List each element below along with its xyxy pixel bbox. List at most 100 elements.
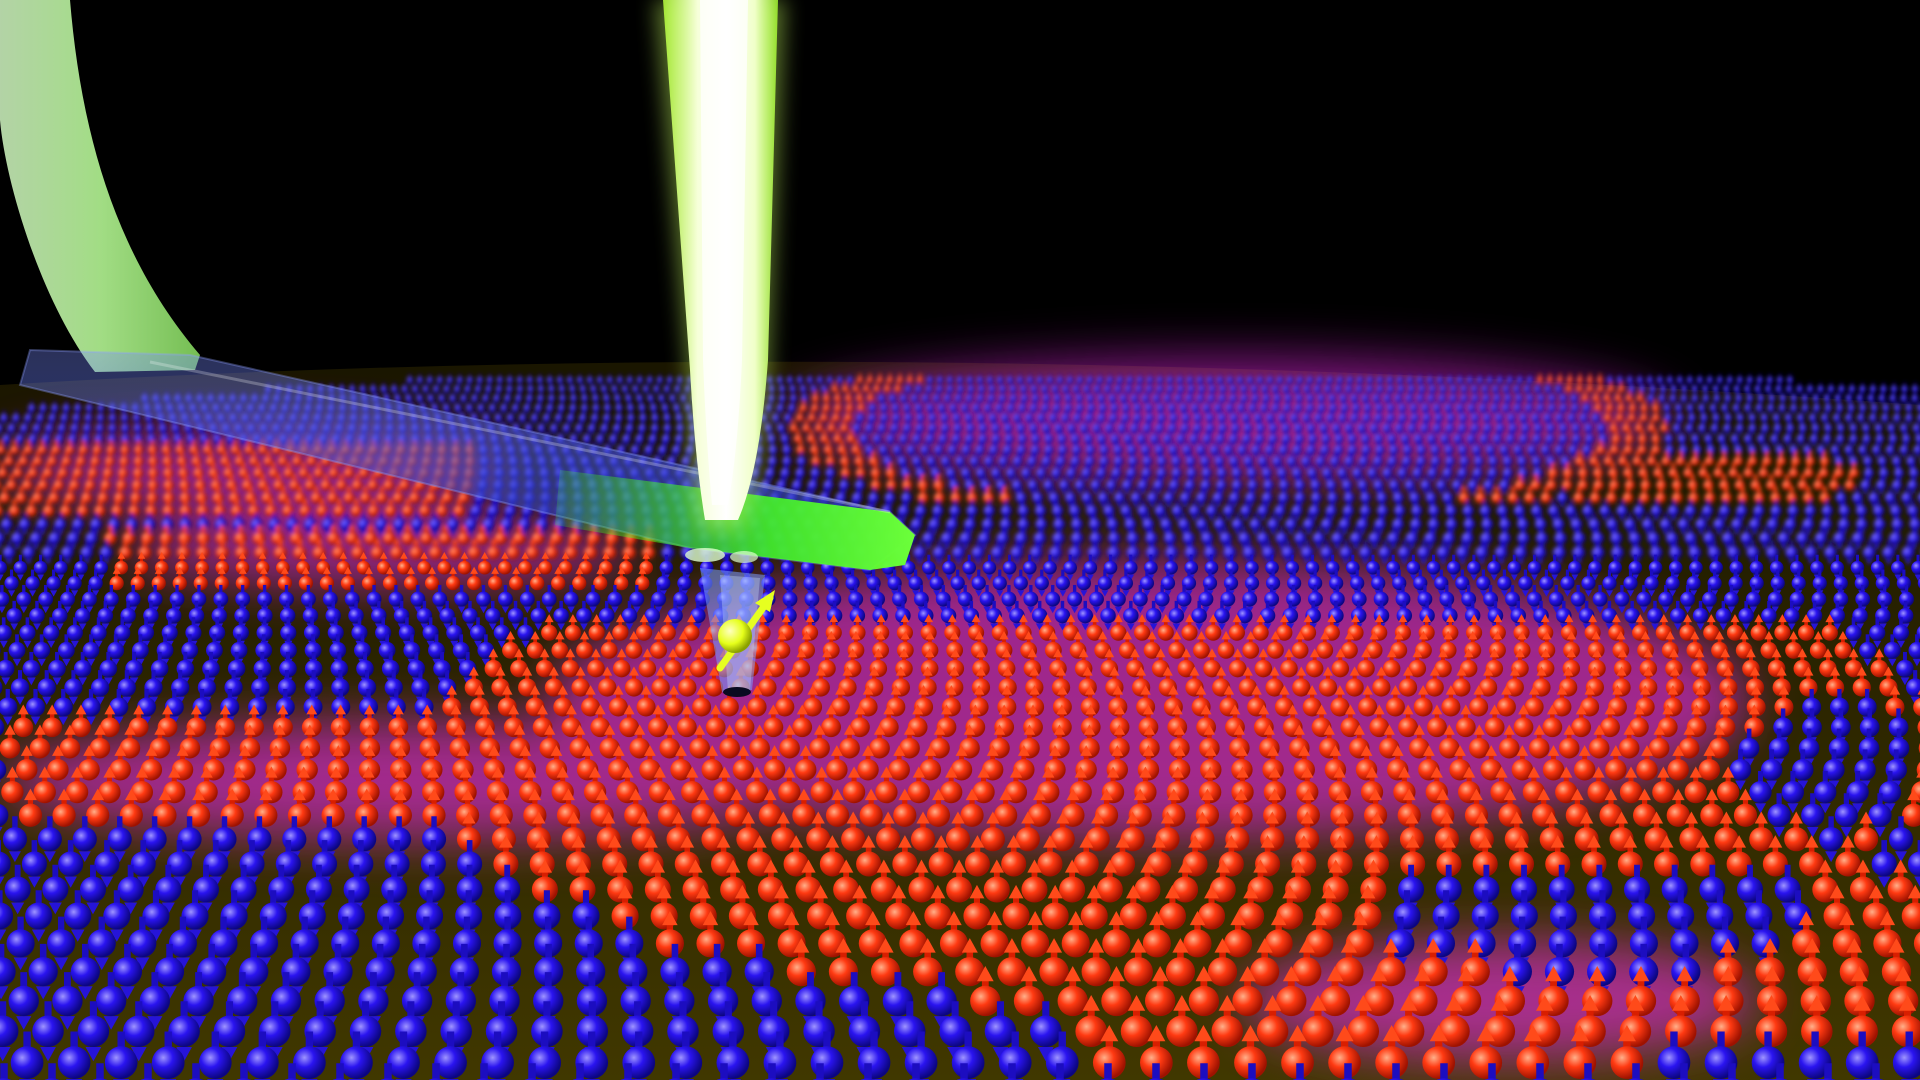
spin-down-atom [1260,400,1268,416]
spin-down-atom [888,391,897,406]
spin-up-atom [896,372,904,384]
spin-up-atom [1640,399,1648,412]
spin-down-atom [779,391,787,406]
spin-down-atom [986,373,994,387]
spin-up-atom [811,390,820,402]
spin-down-atom [1242,410,1250,426]
spin-down-atom [983,400,992,416]
spin-down-atom [1009,391,1017,406]
spin-down-atom [1859,400,1867,416]
spin-down-atom [422,382,430,396]
spin-down-atom [1649,382,1657,396]
spin-up-atom [808,408,816,422]
spin-down-atom [1471,382,1478,396]
spin-down-atom [978,382,986,396]
spin-up-atom [883,381,891,393]
spin-down-atom [649,400,658,416]
spin-up-atom [799,399,808,412]
spin-up-atom [1546,372,1554,384]
spin-down-atom [789,391,798,406]
spin-down-atom [590,410,599,426]
spin-down-atom [1433,400,1441,416]
spin-down-atom [995,400,1003,416]
spin-down-atom [48,410,57,426]
spin-down-atom [1025,410,1033,426]
spin-down-atom [590,382,597,396]
spin-down-atom [1416,373,1424,387]
spin-down-atom [1306,400,1314,416]
spin-down-atom [542,410,551,426]
spin-down-atom [892,410,901,426]
spin-down-atom [669,391,677,406]
spin-down-atom [494,410,503,426]
spin-down-atom [1064,400,1073,416]
spin-down-atom [1449,391,1457,406]
spin-down-atom [1626,373,1634,387]
spin-up-atom [856,372,864,384]
spin-down-atom [1766,373,1774,387]
spin-down-atom [1681,382,1688,396]
spin-down-atom [1544,382,1552,396]
spin-up-atom [1556,372,1564,384]
spin-down-atom [1691,382,1699,396]
spin-down-atom [1334,382,1342,396]
spin-down-atom [465,400,474,416]
spin-down-atom [1775,382,1783,396]
spin-down-atom [1856,391,1864,406]
spin-down-atom [1847,400,1856,416]
spin-down-atom [1536,400,1545,416]
spin-down-atom [1466,373,1474,387]
spin-down-atom [1834,391,1842,406]
spin-down-atom [925,382,933,396]
spin-down-atom [493,391,501,406]
spin-down-atom [1721,400,1729,416]
spin-down-atom [1185,391,1193,406]
spin-down-atom [1812,391,1820,406]
spin-down-atom [1099,400,1107,416]
spin-down-atom [1394,391,1402,406]
spin-down-atom [516,382,524,396]
spin-down-atom [1776,373,1784,387]
spin-down-atom [1397,382,1405,396]
spin-down-atom [976,373,984,387]
spin-down-atom [949,400,957,416]
spin-down-atom [523,400,531,416]
spin-down-atom [943,391,952,406]
spin-down-atom [406,373,414,387]
spin-down-atom [1020,391,1028,406]
spin-down-atom [1900,391,1908,406]
spin-down-atom [1502,400,1510,416]
spin-down-atom [1020,382,1027,396]
spin-down-atom [1408,382,1416,396]
spin-down-atom [1555,382,1562,396]
spin-down-atom [988,410,997,426]
spin-down-atom [674,382,681,396]
spin-up-atom [876,372,884,384]
spin-up-atom [862,381,870,393]
spin-down-atom [1838,382,1846,396]
spin-down-atom [1559,400,1568,416]
spin-down-atom [1236,373,1244,387]
spin-down-atom [12,410,21,426]
spin-down-atom [426,373,434,387]
spin-up-atom [1603,390,1611,402]
spin-down-atom [515,391,523,406]
spin-down-atom [1383,391,1391,406]
spin-down-atom [1314,410,1323,426]
spin-down-atom [1072,382,1080,396]
spin-down-atom [626,373,634,387]
spin-down-atom [1526,373,1534,387]
spin-down-atom [1806,382,1814,396]
spin-down-atom [1087,400,1096,416]
spin-down-atom [1106,373,1114,387]
spin-down-atom [474,382,482,396]
spin-down-atom [1666,373,1674,387]
spin-down-atom [1000,410,1009,426]
spin-down-atom [1125,382,1132,396]
spin-down-atom [1179,400,1188,416]
spin-up-atom [811,399,819,412]
spin-down-atom [606,373,614,387]
spin-up-atom [1614,390,1622,402]
spin-down-atom [466,373,474,387]
spin-down-atom [1733,382,1741,396]
